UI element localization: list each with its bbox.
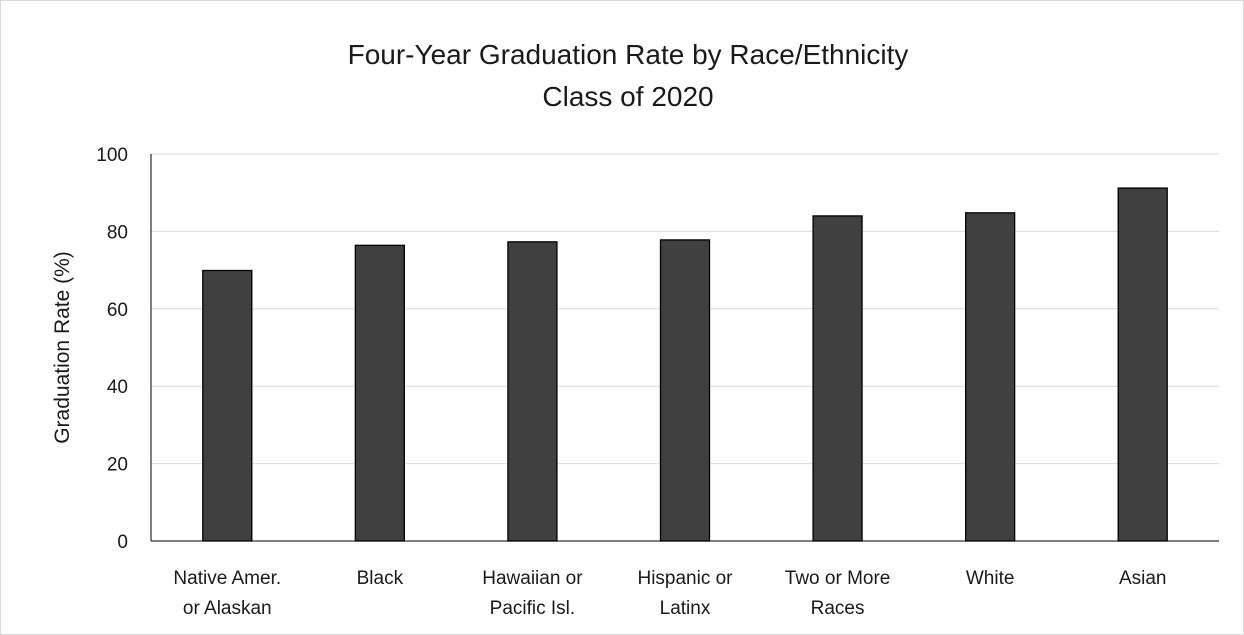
- x-tick-labels: Native Amer. or Alaskan Black Hawaiian or Pa…: [173, 568, 1166, 619]
- x-tick-label: Hispanic or Latinx: [637, 568, 733, 619]
- y-axis-label: Graduation Rate (%): [51, 251, 74, 444]
- x-tick-label: Native Amer. or Alaskan: [173, 568, 281, 619]
- x-tick-label-line: Asian: [1119, 568, 1167, 589]
- bar: [1117, 187, 1168, 542]
- y-tick-label: 80: [107, 222, 128, 243]
- y-tick-label: 60: [107, 300, 128, 321]
- x-tick-label-line: or Alaskan: [183, 598, 272, 619]
- bar: [659, 239, 711, 542]
- x-tick-label-line: White: [966, 568, 1015, 589]
- bars: [202, 187, 1168, 542]
- y-tick-label: 0: [117, 532, 128, 553]
- x-tick-label: Black: [357, 568, 404, 589]
- bar: [202, 269, 253, 542]
- bar: [812, 215, 863, 542]
- x-tick-label: White: [966, 568, 1015, 589]
- x-tick-label: Hawaiian or Pacific Isl.: [482, 568, 583, 619]
- bar: [507, 241, 558, 542]
- chart-title-line: Four-Year Graduation Rate by Race/Ethnic…: [348, 39, 909, 70]
- x-tick-label-line: Hispanic or: [637, 568, 733, 589]
- x-tick-label-line: Native Amer.: [173, 568, 281, 589]
- chart-title-line: Class of 2020: [542, 81, 713, 112]
- bar: [354, 244, 406, 542]
- x-tick-label-line: Races: [811, 598, 865, 619]
- x-tick-label-line: Black: [357, 568, 404, 589]
- bar: [964, 212, 1016, 542]
- x-tick-label: Asian: [1119, 568, 1167, 589]
- y-tick-label: 20: [107, 455, 128, 476]
- x-tick-label-line: Pacific Isl.: [490, 598, 576, 619]
- x-tick-label-line: Hawaiian or: [482, 568, 583, 589]
- y-tick-label: 100: [96, 145, 128, 166]
- chart-title: Four-Year Graduation Rate by Race/Ethnic…: [348, 39, 909, 112]
- y-tick-label: 40: [107, 377, 128, 398]
- axes: [150, 154, 1219, 542]
- y-tick-labels: 0 20 40 60 80 100: [96, 145, 128, 553]
- x-tick-label-line: Latinx: [660, 598, 711, 619]
- x-tick-label: Two or More Races: [785, 568, 891, 619]
- x-tick-label-line: Two or More: [785, 568, 891, 589]
